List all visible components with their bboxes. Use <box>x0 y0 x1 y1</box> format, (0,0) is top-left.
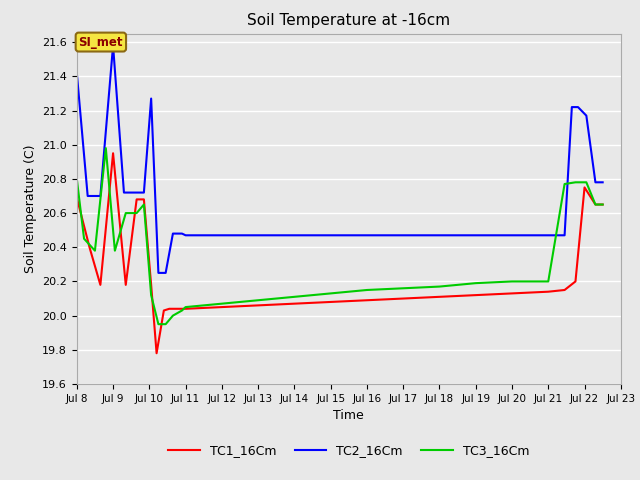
TC3_16Cm <box>169 313 177 319</box>
TC2_16Cm <box>169 231 177 237</box>
TC2_16Cm <box>109 43 117 48</box>
TC3_16Cm <box>102 145 109 151</box>
TC1_16Cm <box>73 195 81 201</box>
TC3_16Cm <box>182 304 189 310</box>
Y-axis label: Soil Temperature (C): Soil Temperature (C) <box>24 144 36 273</box>
TC2_16Cm <box>120 190 128 195</box>
TC3_16Cm <box>545 278 552 284</box>
TC2_16Cm <box>97 193 104 199</box>
TC3_16Cm <box>363 287 371 293</box>
TC3_16Cm <box>162 321 170 327</box>
TC1_16Cm <box>572 278 579 284</box>
TC3_16Cm <box>73 176 81 182</box>
X-axis label: Time: Time <box>333 409 364 422</box>
TC3_16Cm <box>399 286 407 291</box>
Title: Soil Temperature at -16cm: Soil Temperature at -16cm <box>247 13 451 28</box>
Line: TC1_16Cm: TC1_16Cm <box>77 153 603 353</box>
TC2_16Cm <box>472 232 479 238</box>
TC2_16Cm <box>574 104 582 110</box>
TC1_16Cm <box>508 290 516 296</box>
TC2_16Cm <box>363 232 371 238</box>
TC3_16Cm <box>327 290 335 296</box>
TC2_16Cm <box>73 70 81 76</box>
TC2_16Cm <box>436 232 444 238</box>
TC3_16Cm <box>291 294 298 300</box>
TC2_16Cm <box>254 232 262 238</box>
TC3_16Cm <box>155 321 163 327</box>
TC1_16Cm <box>254 302 262 308</box>
TC3_16Cm <box>91 248 99 253</box>
TC1_16Cm <box>561 287 568 293</box>
TC1_16Cm <box>109 150 117 156</box>
TC1_16Cm <box>147 282 155 288</box>
TC1_16Cm <box>545 289 552 295</box>
TC1_16Cm <box>86 244 93 250</box>
TC2_16Cm <box>582 113 590 119</box>
TC3_16Cm <box>599 202 607 207</box>
TC2_16Cm <box>133 190 141 195</box>
TC2_16Cm <box>147 96 155 101</box>
TC3_16Cm <box>582 180 590 185</box>
TC1_16Cm <box>291 301 298 307</box>
TC1_16Cm <box>363 298 371 303</box>
TC1_16Cm <box>97 282 104 288</box>
TC3_16Cm <box>178 308 186 313</box>
TC2_16Cm <box>327 232 335 238</box>
TC3_16Cm <box>218 301 226 307</box>
TC1_16Cm <box>173 306 180 312</box>
TC2_16Cm <box>545 232 552 238</box>
TC2_16Cm <box>591 180 599 185</box>
TC3_16Cm <box>111 248 119 253</box>
TC1_16Cm <box>436 294 444 300</box>
TC2_16Cm <box>140 190 148 195</box>
TC3_16Cm <box>80 236 88 241</box>
TC3_16Cm <box>254 298 262 303</box>
TC3_16Cm <box>572 180 579 185</box>
TC1_16Cm <box>122 282 129 288</box>
TC2_16Cm <box>162 270 170 276</box>
TC1_16Cm <box>327 299 335 305</box>
TC2_16Cm <box>218 232 226 238</box>
TC3_16Cm <box>122 210 129 216</box>
TC3_16Cm <box>561 181 568 187</box>
Legend: TC1_16Cm, TC2_16Cm, TC3_16Cm: TC1_16Cm, TC2_16Cm, TC3_16Cm <box>163 439 534 462</box>
TC2_16Cm <box>399 232 407 238</box>
TC1_16Cm <box>599 202 607 207</box>
TC3_16Cm <box>508 278 516 284</box>
TC2_16Cm <box>599 180 607 185</box>
TC2_16Cm <box>291 232 298 238</box>
TC1_16Cm <box>160 308 168 313</box>
Line: TC2_16Cm: TC2_16Cm <box>77 46 603 273</box>
TC2_16Cm <box>561 232 568 238</box>
TC1_16Cm <box>140 196 148 202</box>
TC3_16Cm <box>591 202 599 207</box>
TC2_16Cm <box>155 270 163 276</box>
TC2_16Cm <box>182 232 189 238</box>
TC1_16Cm <box>166 306 173 312</box>
Text: SI_met: SI_met <box>79 36 123 48</box>
TC1_16Cm <box>472 292 479 298</box>
TC3_16Cm <box>147 292 155 298</box>
TC3_16Cm <box>133 210 141 216</box>
TC1_16Cm <box>133 196 141 202</box>
TC1_16Cm <box>153 350 161 356</box>
TC2_16Cm <box>508 232 516 238</box>
TC2_16Cm <box>568 104 576 110</box>
TC3_16Cm <box>472 280 479 286</box>
TC3_16Cm <box>140 202 148 207</box>
TC2_16Cm <box>178 231 186 237</box>
TC1_16Cm <box>399 296 407 301</box>
TC3_16Cm <box>436 284 444 289</box>
TC1_16Cm <box>580 184 588 190</box>
TC1_16Cm <box>218 304 226 310</box>
TC1_16Cm <box>182 306 189 312</box>
TC2_16Cm <box>84 193 92 199</box>
TC1_16Cm <box>591 202 599 207</box>
Line: TC3_16Cm: TC3_16Cm <box>77 148 603 324</box>
